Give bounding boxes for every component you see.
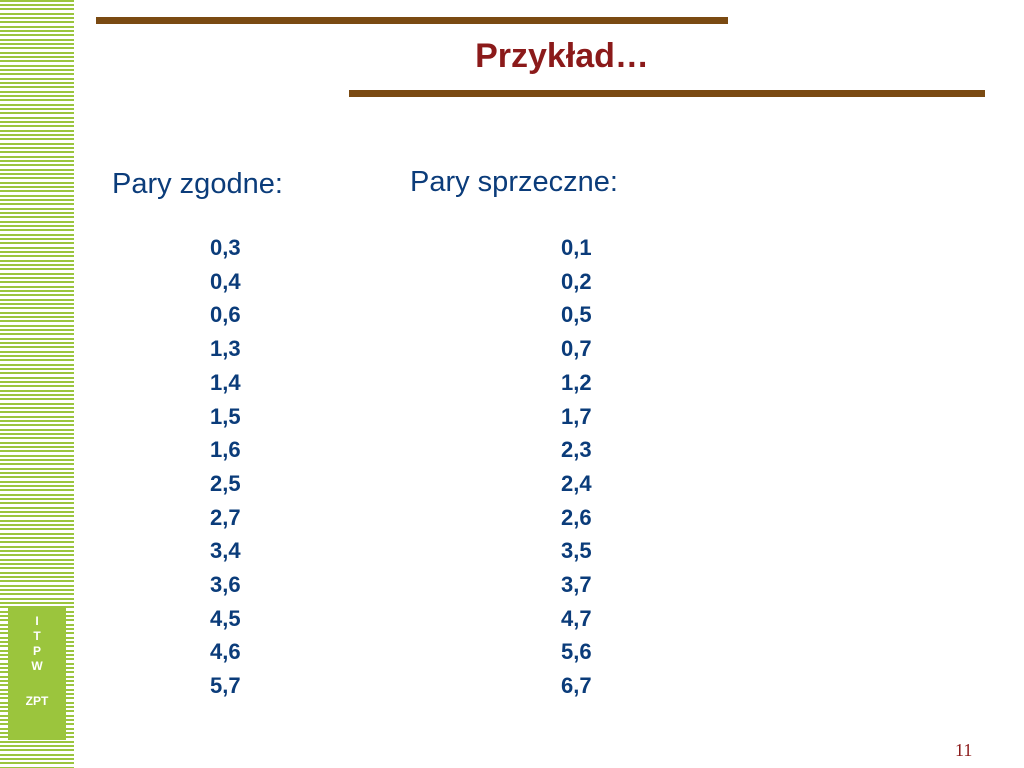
list-item: 0,7 [561, 336, 592, 362]
list-item: 3,4 [210, 538, 241, 564]
left-column-heading: Pary zgodne: [112, 168, 283, 200]
list-item: 0,4 [210, 268, 241, 294]
list-item: 0,6 [210, 302, 241, 328]
title-underline [349, 90, 985, 97]
list-item: 4,5 [210, 605, 241, 631]
list-item: 0,5 [561, 302, 592, 328]
badge-footer: ZPT [25, 694, 49, 708]
slide-title: Przykład… [475, 37, 649, 75]
list-item: 5,6 [561, 639, 592, 665]
right-column-heading: Pary sprzeczne: [410, 166, 618, 198]
badge-letter: T [33, 629, 41, 643]
list-item: 0,1 [561, 235, 592, 260]
list-item: 1,6 [210, 437, 241, 463]
badge-letter: P [32, 644, 41, 658]
list-item: 1,5 [210, 403, 241, 429]
list-item: 1,4 [210, 369, 241, 395]
list-item: 0,2 [561, 268, 592, 294]
list-item: 4,6 [210, 639, 241, 665]
list-item: 2,3 [561, 437, 592, 463]
top-divider [96, 17, 728, 24]
list-item: 1,7 [561, 403, 592, 429]
consistent-pairs-list: 0,3 0,4 0,6 1,3 1,4 1,5 1,6 2,5 2,7 3,4 … [210, 231, 241, 703]
list-item: 3,6 [210, 572, 241, 598]
list-item: 2,6 [561, 504, 592, 530]
badge-letter: W [31, 659, 43, 673]
list-item: 1,2 [561, 369, 592, 395]
list-item: 2,5 [210, 470, 241, 496]
list-item: 2,4 [561, 470, 592, 496]
list-item: 4,7 [561, 605, 592, 631]
list-item: 2,7 [210, 504, 241, 530]
contradictory-pairs-list: 0,1 0,2 0,5 0,7 1,2 1,7 2,3 2,4 2,6 3,5 … [561, 231, 592, 703]
list-item: 5,7 [210, 673, 241, 699]
list-item: 3,7 [561, 572, 592, 598]
page-number: 11 [955, 740, 973, 760]
itpw-badge: I T P W ZPT [8, 606, 66, 740]
list-item: 6,7 [561, 673, 592, 699]
list-item: 1,3 [210, 336, 241, 362]
badge-letter: I [35, 614, 39, 628]
list-item: 3,5 [561, 538, 592, 564]
list-item: 0,3 [210, 235, 241, 260]
